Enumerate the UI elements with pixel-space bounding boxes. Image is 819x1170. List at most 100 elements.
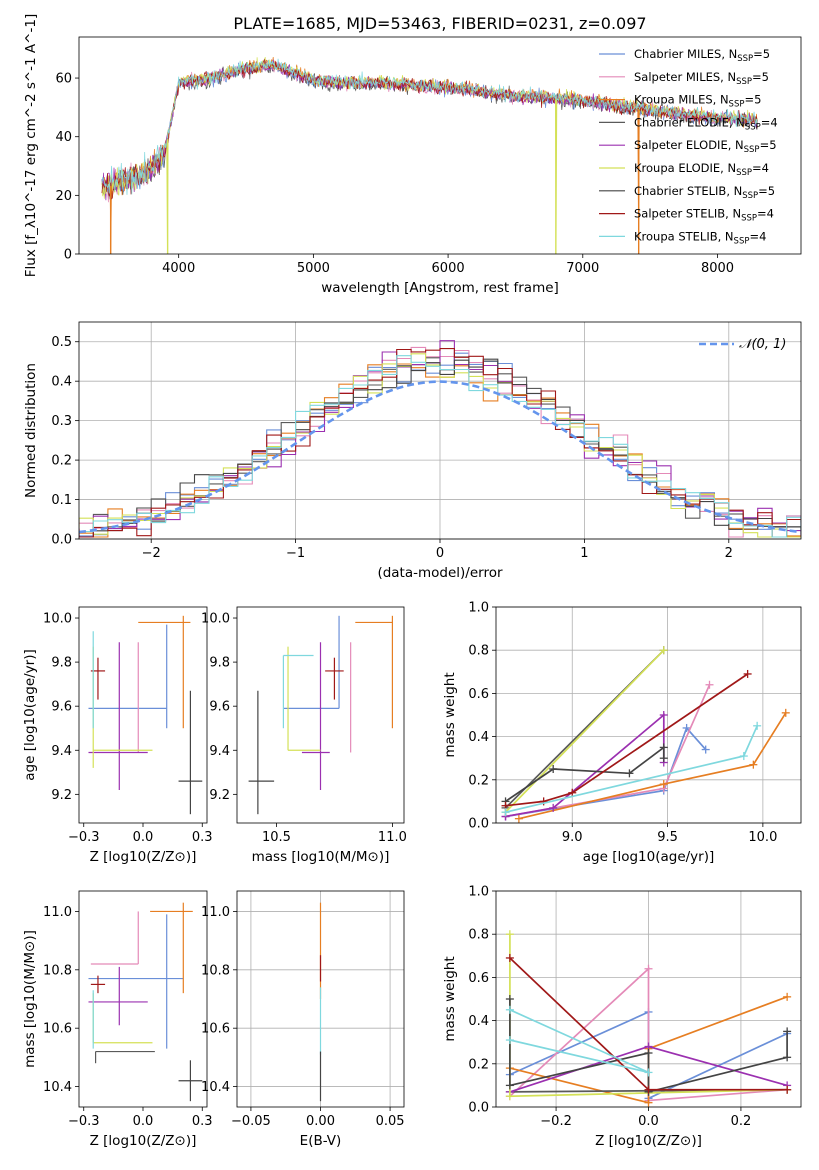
y-tick-label: 10.0 [201, 612, 230, 627]
x-tick-label: 4000 [162, 261, 195, 276]
y-tick-label: 11.0 [201, 905, 230, 920]
x-tick-label: 1 [580, 546, 588, 561]
x-tick-label: 8000 [701, 261, 734, 276]
y-tick-label: 0.4 [468, 730, 489, 745]
legend-entry-8: Kroupa STELIB, NSSP=4 [634, 229, 766, 246]
axes-frame [236, 606, 405, 824]
mass-vs-Z-panel: −0.3 0.0 0.3 10.4 10.6 10.8 11.0 Z [log10(Z/Z⊙)… [22, 890, 213, 1149]
x-tick-label: 0.0 [133, 1114, 154, 1129]
y-axis-label: Normed distribution [23, 363, 39, 498]
x-tick-label: 2 [725, 546, 733, 561]
x-tick-label: 0.00 [306, 1114, 335, 1129]
figure-title: PLATE=1685, MJD=53463, FIBERID=0231, z=0… [233, 14, 646, 33]
x-tick-label: −1 [286, 546, 305, 561]
legend-entry-3: Chabrier ELODIE, NSSP=4 [634, 115, 778, 132]
y-tick-label: 10.0 [43, 612, 72, 627]
axes-frame [78, 890, 208, 1108]
x-tick-label: −0.05 [231, 1114, 271, 1129]
axes-frame [495, 606, 802, 824]
weight-line-1 [509, 966, 788, 1102]
x-tick-label: 0.0 [638, 1114, 659, 1129]
age-vs-Z-panel: −0.3 0.0 0.3 9.2 9.4 9.6 9.8 10.0 Z [log10(Z/Z⊙)… [22, 606, 213, 865]
spectrum-line-8 [101, 58, 758, 195]
x-tick-label: −0.3 [68, 1114, 100, 1129]
x-tick-label: 9.0 [562, 830, 583, 845]
y-tick-label: 9.4 [51, 744, 72, 759]
legend-entry-0: Chabrier MILES, NSSP=5 [634, 47, 770, 64]
x-tick-label: 11.0 [378, 830, 407, 845]
weight-line-7 [505, 673, 749, 807]
y-tick-label: 9.8 [209, 656, 230, 671]
y-tick-label: 0.6 [468, 971, 489, 986]
x-axis-label: age [log10(age/yr)] [583, 849, 715, 865]
weight-line-5 [504, 649, 665, 813]
y-tick-label: 0.1 [51, 493, 72, 508]
legend-entry-6: Chabrier STELIB, NSSP=5 [634, 184, 775, 201]
y-axis-label: mass weight [442, 672, 458, 757]
y-tick-label: 9.6 [209, 700, 230, 715]
x-axis-label: wavelength [Angstrom, rest frame] [321, 280, 559, 296]
y-tick-label: 10.4 [201, 1080, 230, 1095]
y-axis-label: Flux [f_λ10^-17 erg cm^-2 s^-1 A^-1] [23, 14, 39, 277]
x-tick-label: 10.0 [748, 830, 777, 845]
x-tick-label: 0.3 [192, 1114, 213, 1129]
residuals-panel: −2 −1 0 1 2 0.0 0.1 0.2 0.3 0.4 0.5 (data-model)/er… [23, 321, 802, 581]
y-axis-label: mass [log10(M/M⊙)] [22, 930, 38, 1068]
y-tick-label: 10.6 [201, 1022, 230, 1037]
y-tick-label: 0.3 [51, 414, 72, 429]
weight-line-8 [509, 1009, 649, 1074]
histogram-series-7 [79, 348, 801, 539]
histogram-series-8 [79, 355, 801, 539]
y-tick-label: 0.5 [51, 335, 72, 350]
legend-entry-4: Salpeter ELODIE, NSSP=5 [634, 138, 777, 155]
spectrum-panel: 4000 5000 6000 7000 8000 0 20 40 60 wavelength [A… [23, 14, 802, 296]
x-tick-label: 9.5 [657, 830, 678, 845]
x-tick-label: 0.05 [376, 1114, 405, 1129]
axes-frame [78, 36, 802, 255]
weight-vs-age-panel: 9.0 9.5 10.0 0.0 0.2 0.4 0.6 0.8 1.0 age [log10(a… [442, 601, 802, 865]
x-tick-label: −0.3 [68, 830, 100, 845]
x-tick-label: 0.3 [192, 830, 213, 845]
x-axis-label: Z [log10(Z/Z⊙)] [90, 1133, 197, 1149]
y-tick-label: 0.2 [468, 1057, 489, 1072]
y-tick-label: 0.2 [468, 773, 489, 788]
y-tick-label: 9.2 [51, 788, 72, 803]
weight-line-2 [518, 712, 787, 820]
x-axis-label: E(B-V) [300, 1133, 342, 1149]
x-tick-label: 0 [436, 546, 444, 561]
mass-vs-ebv-panel: −0.05 0.00 0.05 10.4 10.6 10.8 11.0 E(B-V) [201, 890, 405, 1149]
y-tick-label: 11.0 [43, 905, 72, 920]
weight-vs-Z-panel: −0.2 0.0 0.2 0.0 0.2 0.4 0.6 0.8 1.0 Z [log10(Z/Z… [442, 885, 802, 1149]
legend-entry-7: Salpeter STELIB, NSSP=4 [634, 207, 774, 224]
y-tick-label: 0.6 [468, 687, 489, 702]
y-tick-label: 10.8 [43, 963, 72, 978]
y-tick-label: 9.6 [51, 700, 72, 715]
y-tick-label: 60 [55, 72, 72, 87]
y-axis-label: mass weight [442, 956, 458, 1041]
normal-curve [78, 380, 802, 534]
x-tick-label: 0.2 [731, 1114, 752, 1129]
legend-entry-1: Salpeter MILES, NSSP=5 [634, 70, 769, 87]
y-axis-label: age [log10(age/yr)] [22, 649, 38, 781]
x-tick-label: 6000 [432, 261, 465, 276]
histogram-series-4 [79, 340, 801, 539]
x-tick-label: 7000 [566, 261, 599, 276]
x-tick-label: −2 [142, 546, 161, 561]
x-axis-label: Z [log10(Z/Z⊙)] [90, 849, 197, 865]
y-tick-label: 10.4 [43, 1080, 72, 1095]
y-tick-label: 9.2 [209, 788, 230, 803]
x-tick-label: −0.2 [540, 1114, 572, 1129]
x-tick-label: 5000 [297, 261, 330, 276]
legend-normal-label: 𝒩(0, 1) [739, 337, 786, 352]
weight-line-4 [505, 713, 665, 818]
y-tick-label: 40 [55, 130, 72, 145]
y-tick-label: 9.8 [51, 656, 72, 671]
y-tick-label: 0.0 [468, 1101, 489, 1116]
x-axis-label: Z [log10(Z/Z⊙)] [595, 1133, 702, 1149]
x-tick-label: 0.0 [133, 830, 154, 845]
y-tick-label: 0.2 [51, 454, 72, 469]
y-tick-label: 9.4 [209, 744, 230, 759]
y-tick-label: 0 [64, 248, 72, 263]
